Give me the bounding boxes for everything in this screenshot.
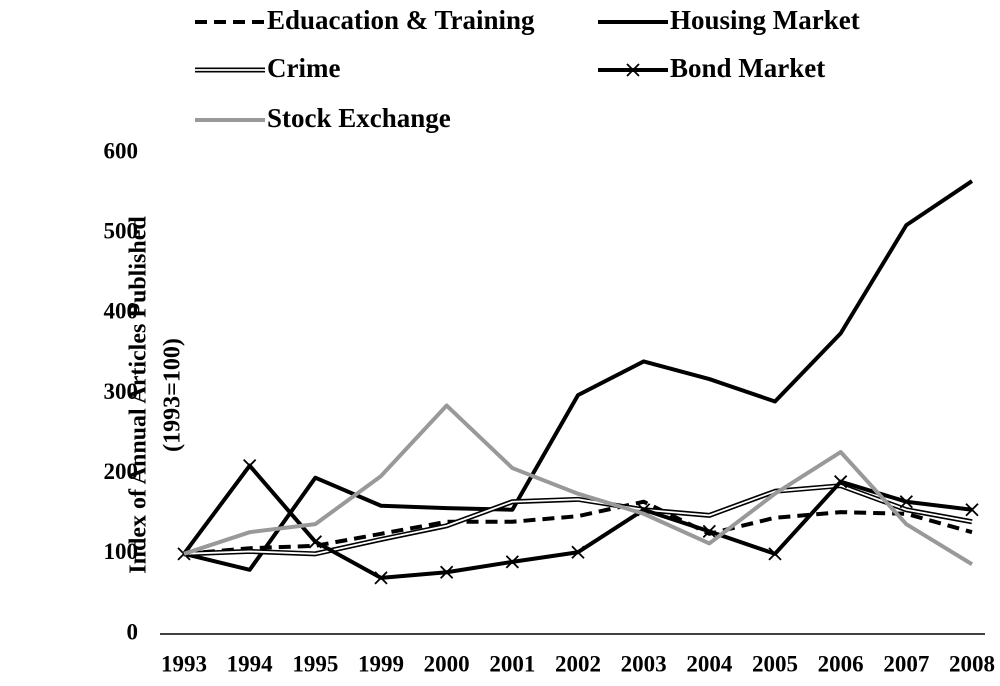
x-tick-label: 1994 bbox=[227, 651, 274, 676]
x-tick-label: 2007 bbox=[883, 651, 929, 676]
point-marker bbox=[243, 459, 257, 473]
y-label-line: Index of Annual Articles Published bbox=[126, 216, 152, 574]
y-tick-label: 600 bbox=[104, 138, 139, 163]
x-tick-label: 2003 bbox=[621, 651, 667, 676]
point-marker bbox=[571, 545, 585, 559]
point-marker bbox=[440, 565, 454, 579]
series-line bbox=[183, 499, 973, 556]
y-tick-label: 300 bbox=[104, 379, 139, 404]
point-marker bbox=[505, 555, 519, 569]
series-line bbox=[183, 179, 974, 572]
legend-label: Crime bbox=[267, 53, 340, 83]
x-tick-label: 1999 bbox=[358, 651, 404, 676]
x-tick-label: 2000 bbox=[424, 651, 470, 676]
point-marker bbox=[965, 503, 979, 517]
point-marker bbox=[308, 535, 322, 549]
legend-label: Bond Market bbox=[670, 53, 825, 83]
x-tick-label: 2008 bbox=[949, 651, 995, 676]
legend-label: Housing Market bbox=[670, 5, 860, 35]
x-tick-label: 1993 bbox=[161, 651, 207, 676]
point-marker bbox=[702, 524, 716, 539]
legend-label: Stock Exchange bbox=[267, 103, 451, 133]
y-tick-label: 400 bbox=[104, 299, 139, 324]
point-marker bbox=[768, 547, 782, 561]
y-tick-label: 0 bbox=[127, 619, 139, 644]
x-tick-label: 2002 bbox=[555, 651, 601, 676]
series-line bbox=[183, 403, 974, 566]
x-tick-label: 1995 bbox=[292, 651, 338, 676]
y-tick-label: 100 bbox=[104, 539, 139, 564]
x-tick-label: 2004 bbox=[686, 651, 733, 676]
x-tick-label: 2006 bbox=[818, 651, 864, 676]
series-line bbox=[182, 463, 973, 580]
point-marker bbox=[834, 475, 848, 489]
legend-label: Eduacation & Training bbox=[267, 5, 535, 35]
y-label: Index of Annual Articles Published (1993… bbox=[126, 216, 186, 574]
legend-marker bbox=[626, 63, 640, 77]
y-tick-label: 200 bbox=[104, 459, 139, 484]
x-tick-label: 2001 bbox=[489, 651, 535, 676]
point-marker bbox=[374, 571, 388, 585]
y-tick-label: 500 bbox=[104, 218, 139, 243]
point-marker bbox=[899, 495, 913, 509]
y-label-line: (1993=100) bbox=[160, 338, 186, 452]
x-tick-label: 2005 bbox=[752, 651, 798, 676]
series-line-inner bbox=[183, 484, 973, 555]
